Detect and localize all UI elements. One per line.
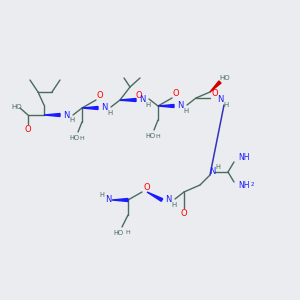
Text: HO: HO (145, 133, 155, 139)
Text: O: O (144, 184, 150, 193)
Text: H: H (216, 164, 220, 170)
Text: HO: HO (12, 104, 22, 110)
Polygon shape (158, 104, 174, 107)
Text: N: N (63, 110, 69, 119)
Polygon shape (44, 113, 60, 116)
Text: N: N (139, 95, 145, 104)
Text: H: H (100, 192, 104, 198)
Text: H: H (80, 136, 84, 140)
Text: H: H (183, 108, 189, 114)
Text: N: N (105, 196, 111, 205)
Text: H: H (171, 202, 177, 208)
Text: HO: HO (220, 75, 230, 81)
Polygon shape (120, 98, 136, 101)
Text: O: O (173, 89, 179, 98)
Text: O: O (97, 92, 103, 100)
Text: NH: NH (238, 181, 250, 190)
Text: 2: 2 (250, 182, 254, 188)
Text: N: N (217, 95, 223, 104)
Polygon shape (112, 199, 128, 202)
Text: H: H (107, 110, 112, 116)
Polygon shape (147, 192, 163, 201)
Text: H: H (146, 102, 151, 108)
Text: O: O (136, 92, 142, 100)
Text: H: H (69, 117, 75, 123)
Text: O: O (181, 209, 187, 218)
Text: H: H (126, 230, 130, 236)
Polygon shape (210, 81, 221, 92)
Text: O: O (25, 125, 31, 134)
Text: HO: HO (113, 230, 123, 236)
Text: N: N (209, 167, 215, 176)
Text: H: H (224, 102, 229, 108)
Text: NH: NH (238, 154, 250, 163)
Text: HO: HO (69, 135, 79, 141)
Polygon shape (82, 106, 98, 110)
Text: N: N (101, 103, 107, 112)
Text: H: H (156, 134, 161, 139)
Text: N: N (165, 196, 171, 205)
Text: N: N (177, 101, 183, 110)
Text: O: O (212, 89, 218, 98)
